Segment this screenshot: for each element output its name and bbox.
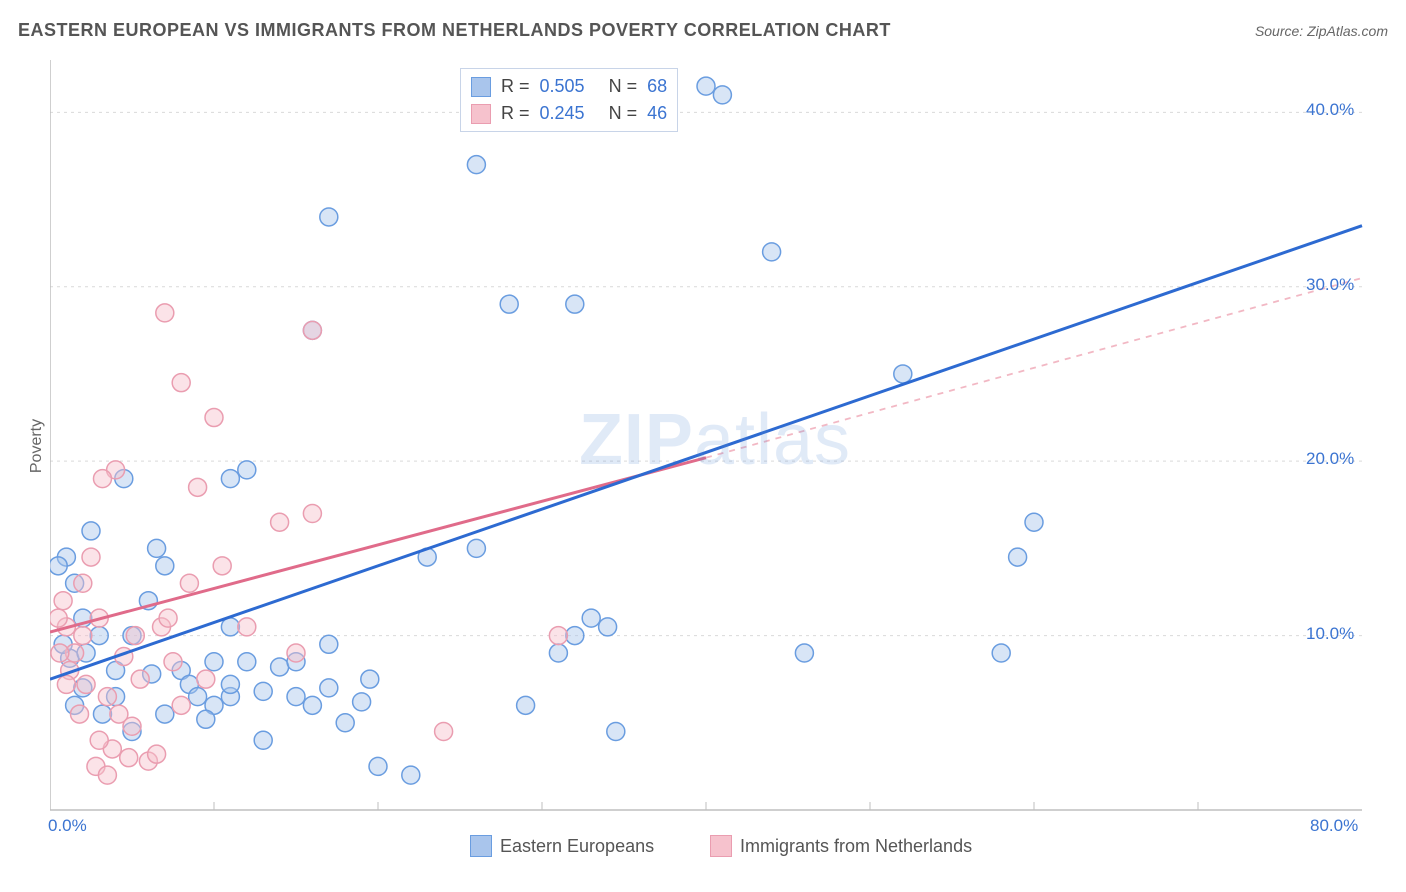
stats-n: 46 <box>647 100 667 127</box>
chart-svg <box>50 60 1380 820</box>
stats-n_label: N = <box>609 100 638 127</box>
y-tick-label: 10.0% <box>1306 624 1354 644</box>
stats-r_label: R = <box>501 100 530 127</box>
legend-label: Immigrants from Netherlands <box>740 836 972 857</box>
stats-r: 0.505 <box>540 73 585 100</box>
y-tick-label: 30.0% <box>1306 275 1354 295</box>
stats-legend-box: R = 0.505 N = 68 R = 0.245 N = 46 <box>460 68 678 132</box>
stats-n_label: N = <box>609 73 638 100</box>
stats-r: 0.245 <box>540 100 585 127</box>
x-tick-label: 0.0% <box>48 816 87 836</box>
source-name: ZipAtlas.com <box>1307 23 1388 39</box>
y-tick-label: 20.0% <box>1306 449 1354 469</box>
blue-swatch-icon <box>471 77 491 97</box>
y-axis-label: Poverty <box>28 419 46 473</box>
scatter-plot: ZIPatlas R =0.505N =68R =0.245N =46 10.0… <box>50 60 1380 820</box>
x-tick-label: 80.0% <box>1310 816 1358 836</box>
legend-label: Eastern Europeans <box>500 836 654 857</box>
chart-title: EASTERN EUROPEAN VS IMMIGRANTS FROM NETH… <box>18 20 891 41</box>
pink-swatch-icon <box>471 104 491 124</box>
stats-row: R = 0.245 N = 46 <box>471 100 667 127</box>
stats-n: 68 <box>647 73 667 100</box>
pink-swatch-icon <box>710 835 732 857</box>
blue-swatch-icon <box>470 835 492 857</box>
y-tick-label: 40.0% <box>1306 100 1354 120</box>
legend-item-pink: Immigrants from Netherlands <box>710 835 972 857</box>
source-label: Source: <box>1255 23 1307 39</box>
stats-row: R = 0.505 N = 68 <box>471 73 667 100</box>
title-bar: EASTERN EUROPEAN VS IMMIGRANTS FROM NETH… <box>18 20 1388 41</box>
source-credit: Source: ZipAtlas.com <box>1255 23 1388 39</box>
legend-item-blue: Eastern Europeans <box>470 835 654 857</box>
stats-r_label: R = <box>501 73 530 100</box>
